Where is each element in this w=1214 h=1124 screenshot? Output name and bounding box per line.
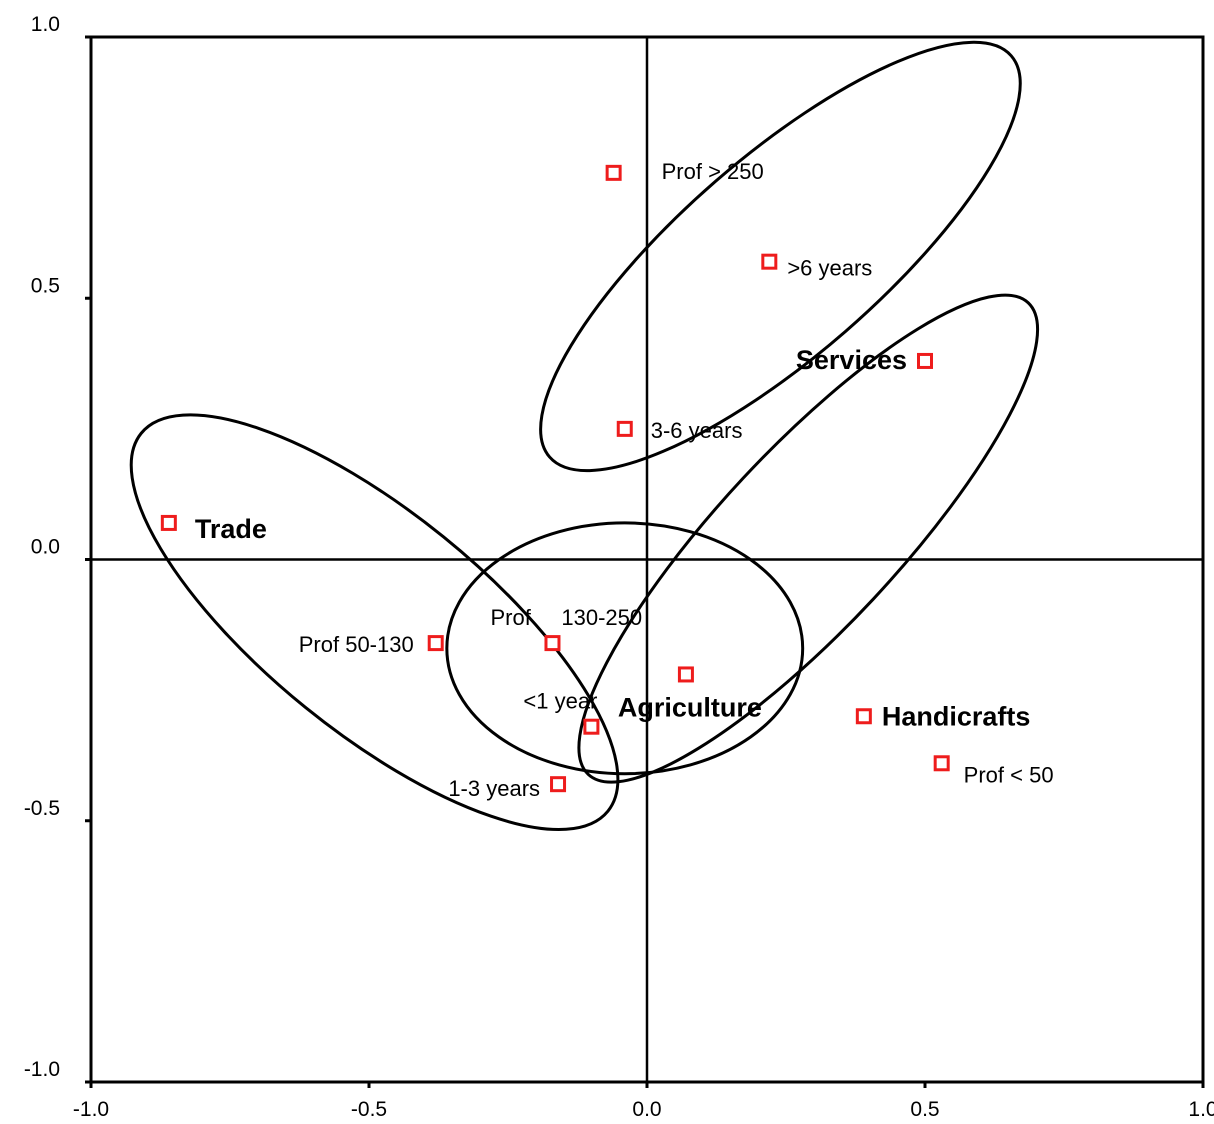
point-label: Trade — [195, 514, 267, 544]
point-marker — [605, 164, 622, 181]
point-label: Prof > 250 — [662, 159, 764, 184]
x-tick-label: 0.0 — [632, 1098, 661, 1121]
point-marker — [855, 708, 872, 725]
y-tick-label: 1.0 — [31, 13, 60, 36]
point-marker — [677, 666, 694, 683]
point-label: <1 year — [523, 689, 597, 714]
point-marker — [160, 514, 177, 531]
point-marker — [544, 635, 561, 652]
point-marker — [616, 420, 633, 437]
cluster-ellipse-4 — [445, 521, 805, 776]
data-points: Prof > 250 >6 years Services 3-6 years Trade… — [160, 159, 1054, 801]
x-tick-label: 0.5 — [910, 1098, 939, 1121]
axis-ticks: -1.0 -0.5 0.0 0.5 1.0 1.0 0.5 0.0 -0.5 -1.0 — [24, 13, 1214, 1121]
point-label: 1-3 years — [448, 776, 540, 801]
y-tick-label: 0.5 — [31, 274, 60, 297]
point-label: Services — [796, 345, 907, 375]
point-marker — [427, 635, 444, 652]
y-tick-label: 0.0 — [31, 536, 60, 559]
cluster-ellipse-2 — [577, 293, 1040, 784]
point-marker — [917, 352, 933, 369]
point-marker — [933, 755, 950, 772]
y-tick-label: -1.0 — [24, 1058, 60, 1081]
point-label: Agriculture — [618, 692, 762, 722]
x-tick-label: -1.0 — [73, 1098, 109, 1121]
x-tick-label: 1.0 — [1188, 1098, 1214, 1121]
point-marker — [583, 718, 600, 735]
cluster-ellipses — [129, 40, 1040, 831]
point-label: 3-6 years — [651, 418, 743, 443]
point-label: Prof < 50 — [964, 762, 1054, 787]
cluster-ellipse-3 — [129, 413, 620, 831]
point-marker — [550, 776, 567, 793]
cluster-ellipse-1 — [539, 40, 1022, 473]
point-label: Prof 130-250 — [490, 605, 642, 630]
point-label: Handicrafts — [882, 701, 1031, 731]
x-tick-label: -0.5 — [351, 1098, 387, 1121]
point-marker — [761, 253, 778, 270]
point-label: Prof 50-130 — [299, 632, 414, 657]
y-tick-label: -0.5 — [24, 797, 60, 820]
point-label: >6 years — [787, 256, 872, 281]
